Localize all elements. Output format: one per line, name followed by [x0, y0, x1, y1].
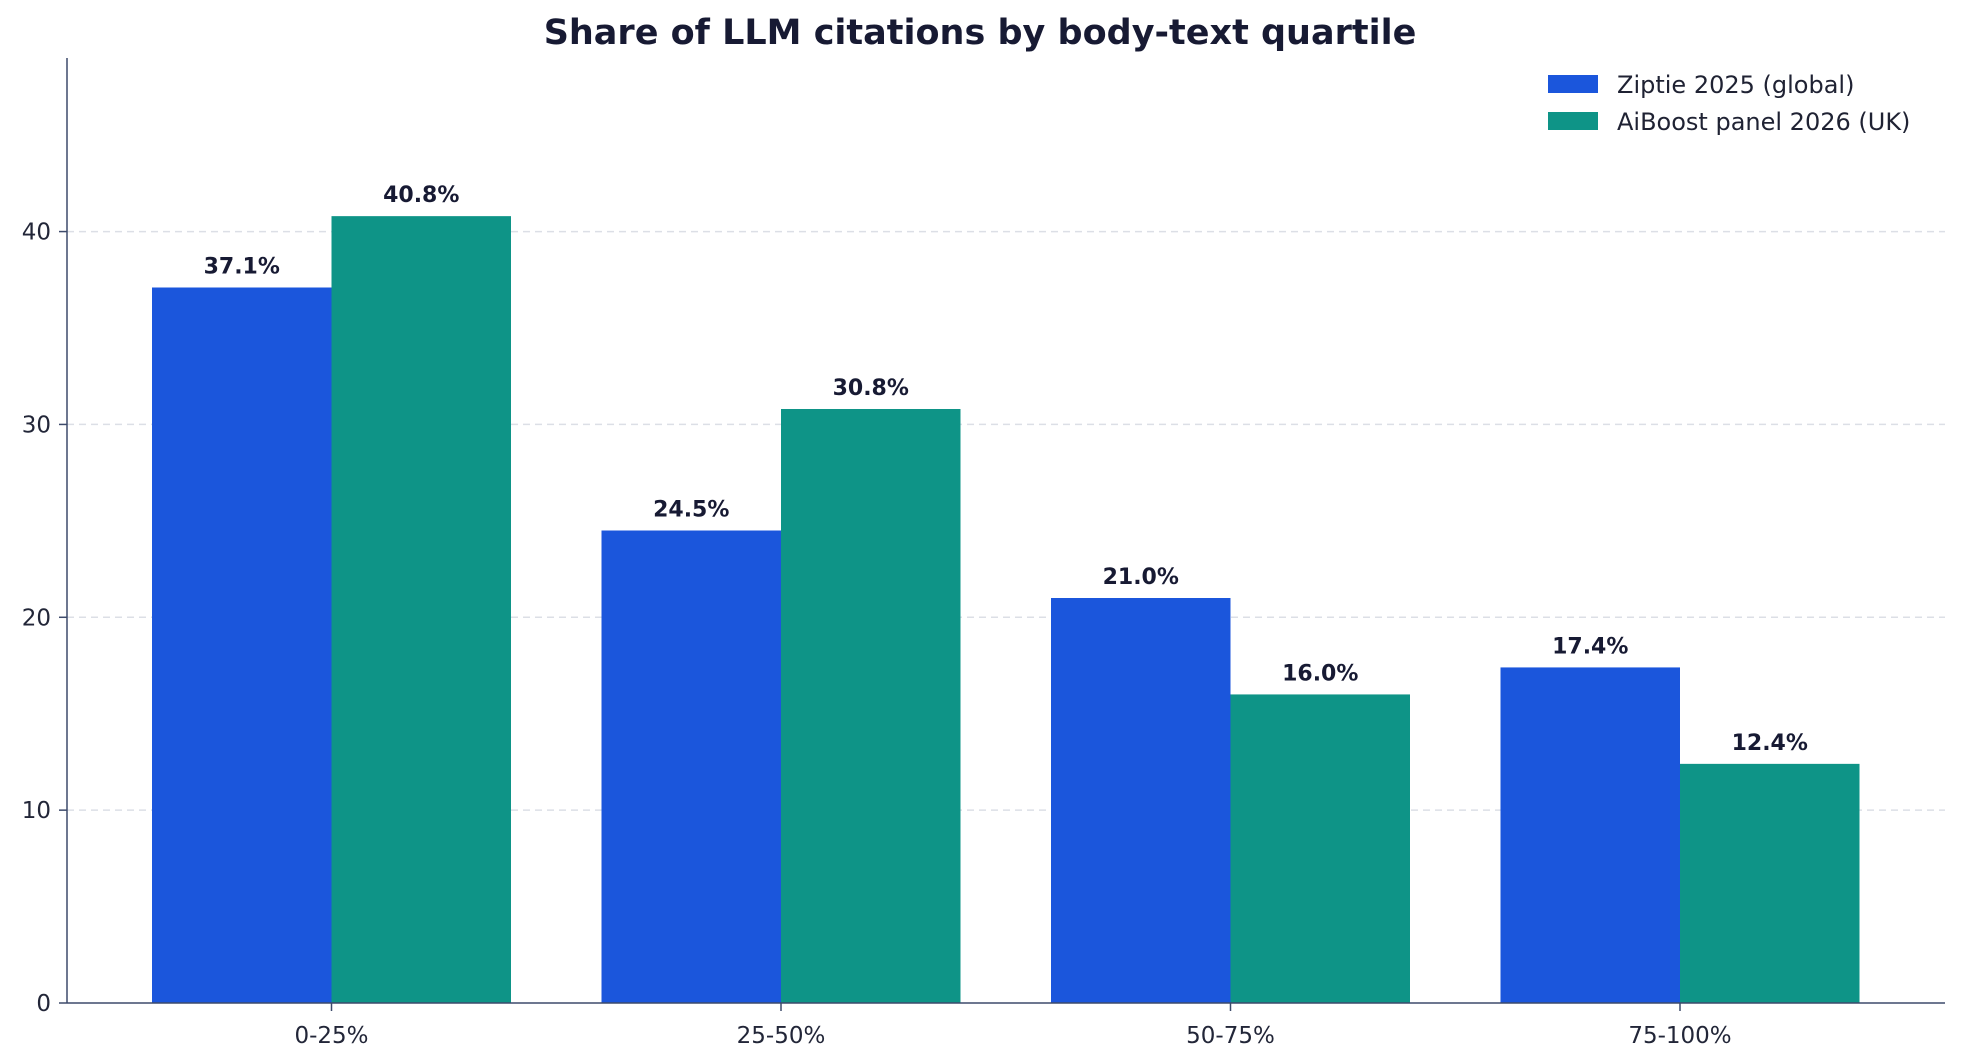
- legend-swatch: [1548, 75, 1598, 93]
- bars: [152, 216, 1860, 1004]
- bar: [331, 216, 511, 1004]
- legend: Ziptie 2025 (global) AiBoost panel 2026 (…: [1548, 71, 1910, 136]
- y-tick-label: 40: [22, 220, 51, 246]
- x-tick-label: 0-25%: [294, 1023, 368, 1049]
- data-labels: 37.1% 40.8% 24.5% 30.8% 21.0% 16.0% 17.4% 12.4%: [204, 183, 1808, 756]
- bar: [1680, 763, 1860, 1003]
- bar: [1230, 694, 1410, 1003]
- bar: [1051, 598, 1231, 1003]
- bar-value-label: 37.1%: [204, 255, 280, 280]
- bar: [152, 287, 332, 1003]
- y-tick-label: 30: [22, 412, 51, 438]
- bar-value-label: 21.0%: [1103, 565, 1179, 590]
- x-tick-label: 75-100%: [1628, 1023, 1731, 1049]
- chart-title: Share of LLM citations by body-text quar…: [544, 13, 1417, 53]
- y-tick-label: 20: [22, 605, 51, 631]
- bar-value-label: 12.4%: [1732, 731, 1808, 756]
- bar: [781, 409, 961, 1003]
- axes: 0 10 20 30 40 0-25% 25-50% 50-75% 75-100%: [22, 58, 1945, 1049]
- bar-value-label: 16.0%: [1282, 661, 1358, 686]
- legend-label: AiBoost panel 2026 (UK): [1617, 108, 1910, 136]
- bar-value-label: 30.8%: [833, 376, 909, 401]
- bar: [601, 530, 781, 1003]
- bar-value-label: 40.8%: [383, 183, 459, 208]
- bar-value-label: 17.4%: [1552, 634, 1628, 659]
- y-tick-label: 10: [22, 798, 51, 824]
- bar-value-label: 24.5%: [653, 498, 729, 523]
- y-tick-label: 0: [36, 991, 51, 1017]
- x-tick-label: 25-50%: [737, 1023, 826, 1049]
- x-tick-label: 50-75%: [1186, 1023, 1275, 1049]
- legend-swatch: [1548, 112, 1598, 130]
- legend-label: Ziptie 2025 (global): [1617, 71, 1854, 99]
- bar: [1500, 667, 1680, 1003]
